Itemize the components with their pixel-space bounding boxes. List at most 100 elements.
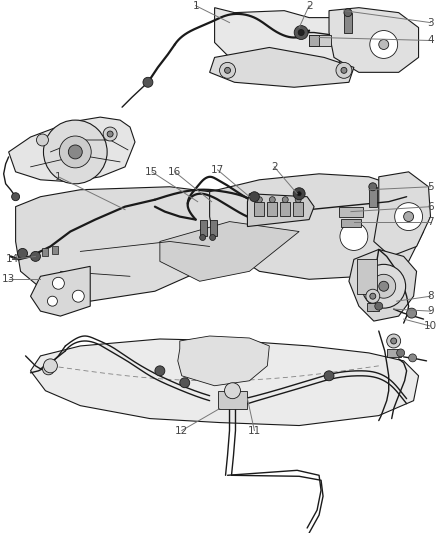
Bar	[53, 246, 58, 254]
Polygon shape	[215, 7, 359, 67]
Bar	[309, 35, 331, 46]
Bar	[339, 207, 363, 216]
Polygon shape	[16, 187, 225, 301]
Circle shape	[60, 136, 91, 168]
Text: 13: 13	[2, 274, 15, 284]
Bar	[280, 201, 290, 216]
Circle shape	[42, 363, 54, 375]
Circle shape	[18, 248, 28, 259]
Text: 6: 6	[427, 201, 434, 212]
Circle shape	[53, 277, 64, 289]
Text: 8: 8	[427, 291, 434, 301]
Circle shape	[269, 197, 276, 203]
Text: 9: 9	[427, 306, 434, 316]
Bar	[267, 201, 277, 216]
Circle shape	[366, 289, 380, 303]
Circle shape	[370, 30, 398, 59]
Polygon shape	[160, 222, 299, 281]
Circle shape	[397, 349, 405, 357]
Circle shape	[340, 223, 368, 251]
Bar	[369, 187, 377, 207]
Circle shape	[36, 134, 49, 146]
Circle shape	[180, 378, 190, 387]
Circle shape	[387, 334, 401, 348]
Polygon shape	[247, 193, 314, 227]
Circle shape	[379, 39, 389, 50]
Circle shape	[72, 290, 84, 302]
Circle shape	[43, 359, 57, 373]
Circle shape	[103, 127, 117, 141]
Text: 5: 5	[427, 182, 434, 192]
Bar	[357, 260, 377, 294]
Text: 12: 12	[175, 425, 188, 435]
Polygon shape	[329, 7, 419, 72]
Circle shape	[294, 26, 308, 39]
Text: 15: 15	[145, 167, 159, 177]
Circle shape	[143, 77, 153, 87]
Circle shape	[344, 9, 352, 17]
Polygon shape	[210, 174, 424, 279]
Circle shape	[379, 281, 389, 291]
Text: 11: 11	[248, 425, 261, 435]
Circle shape	[391, 338, 397, 344]
Circle shape	[372, 274, 396, 298]
Text: 3: 3	[427, 18, 434, 28]
Circle shape	[249, 192, 259, 201]
Circle shape	[43, 120, 107, 184]
Circle shape	[362, 264, 406, 308]
Circle shape	[336, 62, 352, 78]
Text: 1: 1	[192, 1, 199, 11]
Circle shape	[369, 183, 377, 191]
Circle shape	[107, 131, 113, 137]
Circle shape	[256, 197, 262, 203]
Bar	[210, 220, 216, 236]
Circle shape	[12, 193, 20, 201]
Text: 2: 2	[306, 1, 312, 11]
Polygon shape	[178, 336, 269, 386]
Text: 7: 7	[427, 216, 434, 227]
Circle shape	[298, 29, 304, 36]
Text: 4: 4	[427, 36, 434, 45]
Bar	[42, 248, 49, 256]
Circle shape	[406, 308, 417, 318]
Circle shape	[47, 296, 57, 306]
Circle shape	[409, 354, 417, 362]
Bar	[254, 201, 265, 216]
Circle shape	[225, 67, 230, 74]
Text: 17: 17	[211, 165, 224, 175]
Bar	[309, 35, 319, 46]
Circle shape	[282, 197, 288, 203]
Bar	[218, 391, 247, 409]
Circle shape	[155, 366, 165, 376]
Circle shape	[68, 145, 82, 159]
Circle shape	[370, 293, 376, 299]
Polygon shape	[374, 172, 431, 256]
Polygon shape	[210, 47, 354, 87]
Circle shape	[210, 235, 215, 240]
Text: 2: 2	[271, 162, 278, 172]
Circle shape	[404, 212, 413, 222]
Circle shape	[297, 192, 301, 196]
Text: 16: 16	[168, 167, 181, 177]
Bar	[341, 219, 361, 227]
Bar	[344, 13, 352, 33]
Text: 1: 1	[55, 172, 62, 182]
Bar	[200, 220, 207, 236]
Circle shape	[324, 371, 334, 381]
Circle shape	[295, 197, 301, 203]
Polygon shape	[31, 339, 419, 425]
Bar	[367, 303, 379, 311]
Text: 10: 10	[424, 321, 437, 331]
Polygon shape	[31, 266, 90, 316]
Circle shape	[375, 302, 383, 310]
Polygon shape	[349, 249, 417, 321]
Text: 14: 14	[6, 254, 19, 264]
Circle shape	[31, 252, 40, 261]
Circle shape	[219, 62, 236, 78]
Circle shape	[341, 67, 347, 74]
Bar	[387, 349, 401, 357]
Polygon shape	[9, 117, 135, 182]
Circle shape	[200, 235, 206, 240]
Bar	[293, 201, 303, 216]
Circle shape	[225, 383, 240, 399]
